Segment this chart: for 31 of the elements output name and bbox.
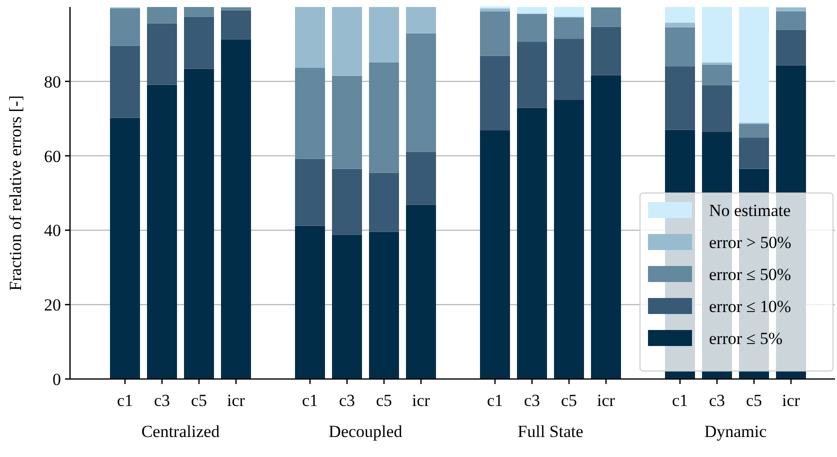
x-tick-label: icr <box>597 391 616 410</box>
text: Centralized <box>141 422 220 441</box>
x-tick-label: c1 <box>672 391 688 410</box>
y-tick-label: 60 <box>44 146 61 166</box>
x-tick-label: icr <box>227 391 246 410</box>
text: Dynamic <box>704 422 768 441</box>
y-axis-title: Fraction of relative errors [-] <box>6 95 25 291</box>
x-tick-label: c5 <box>746 391 762 410</box>
x-tick-label: c1 <box>302 391 318 410</box>
legend-label: error ≤ 5% <box>709 328 783 348</box>
x-tick-label: c5 <box>190 391 208 410</box>
x-tick-label: c5 <box>560 391 578 410</box>
x-tick-label: c1 <box>116 391 134 410</box>
legend-label: error > 50% <box>709 232 792 252</box>
legend-label: error ≤ 10% <box>709 296 792 316</box>
y-tick-label: 0 <box>52 370 61 389</box>
text: Decoupled <box>328 422 403 441</box>
x-tick-label: c1 <box>486 391 504 410</box>
x-tick-label: c5 <box>376 391 392 410</box>
x-tick-label: c3 <box>708 391 726 410</box>
x-tick-label: icr <box>782 391 800 410</box>
x-tick-label: c3 <box>154 391 170 410</box>
x-tick-label: c3 <box>338 391 356 410</box>
x-tick-label: c3 <box>524 391 540 410</box>
text: Full State <box>518 422 584 441</box>
y-tick-label: 40 <box>44 221 61 240</box>
y-tick-label: 20 <box>44 296 61 315</box>
legend-label: error ≤ 50% <box>709 264 792 284</box>
y-tick-label: 80 <box>44 72 61 92</box>
x-tick-label: icr <box>412 391 430 410</box>
legend-label: No estimate <box>709 200 791 220</box>
